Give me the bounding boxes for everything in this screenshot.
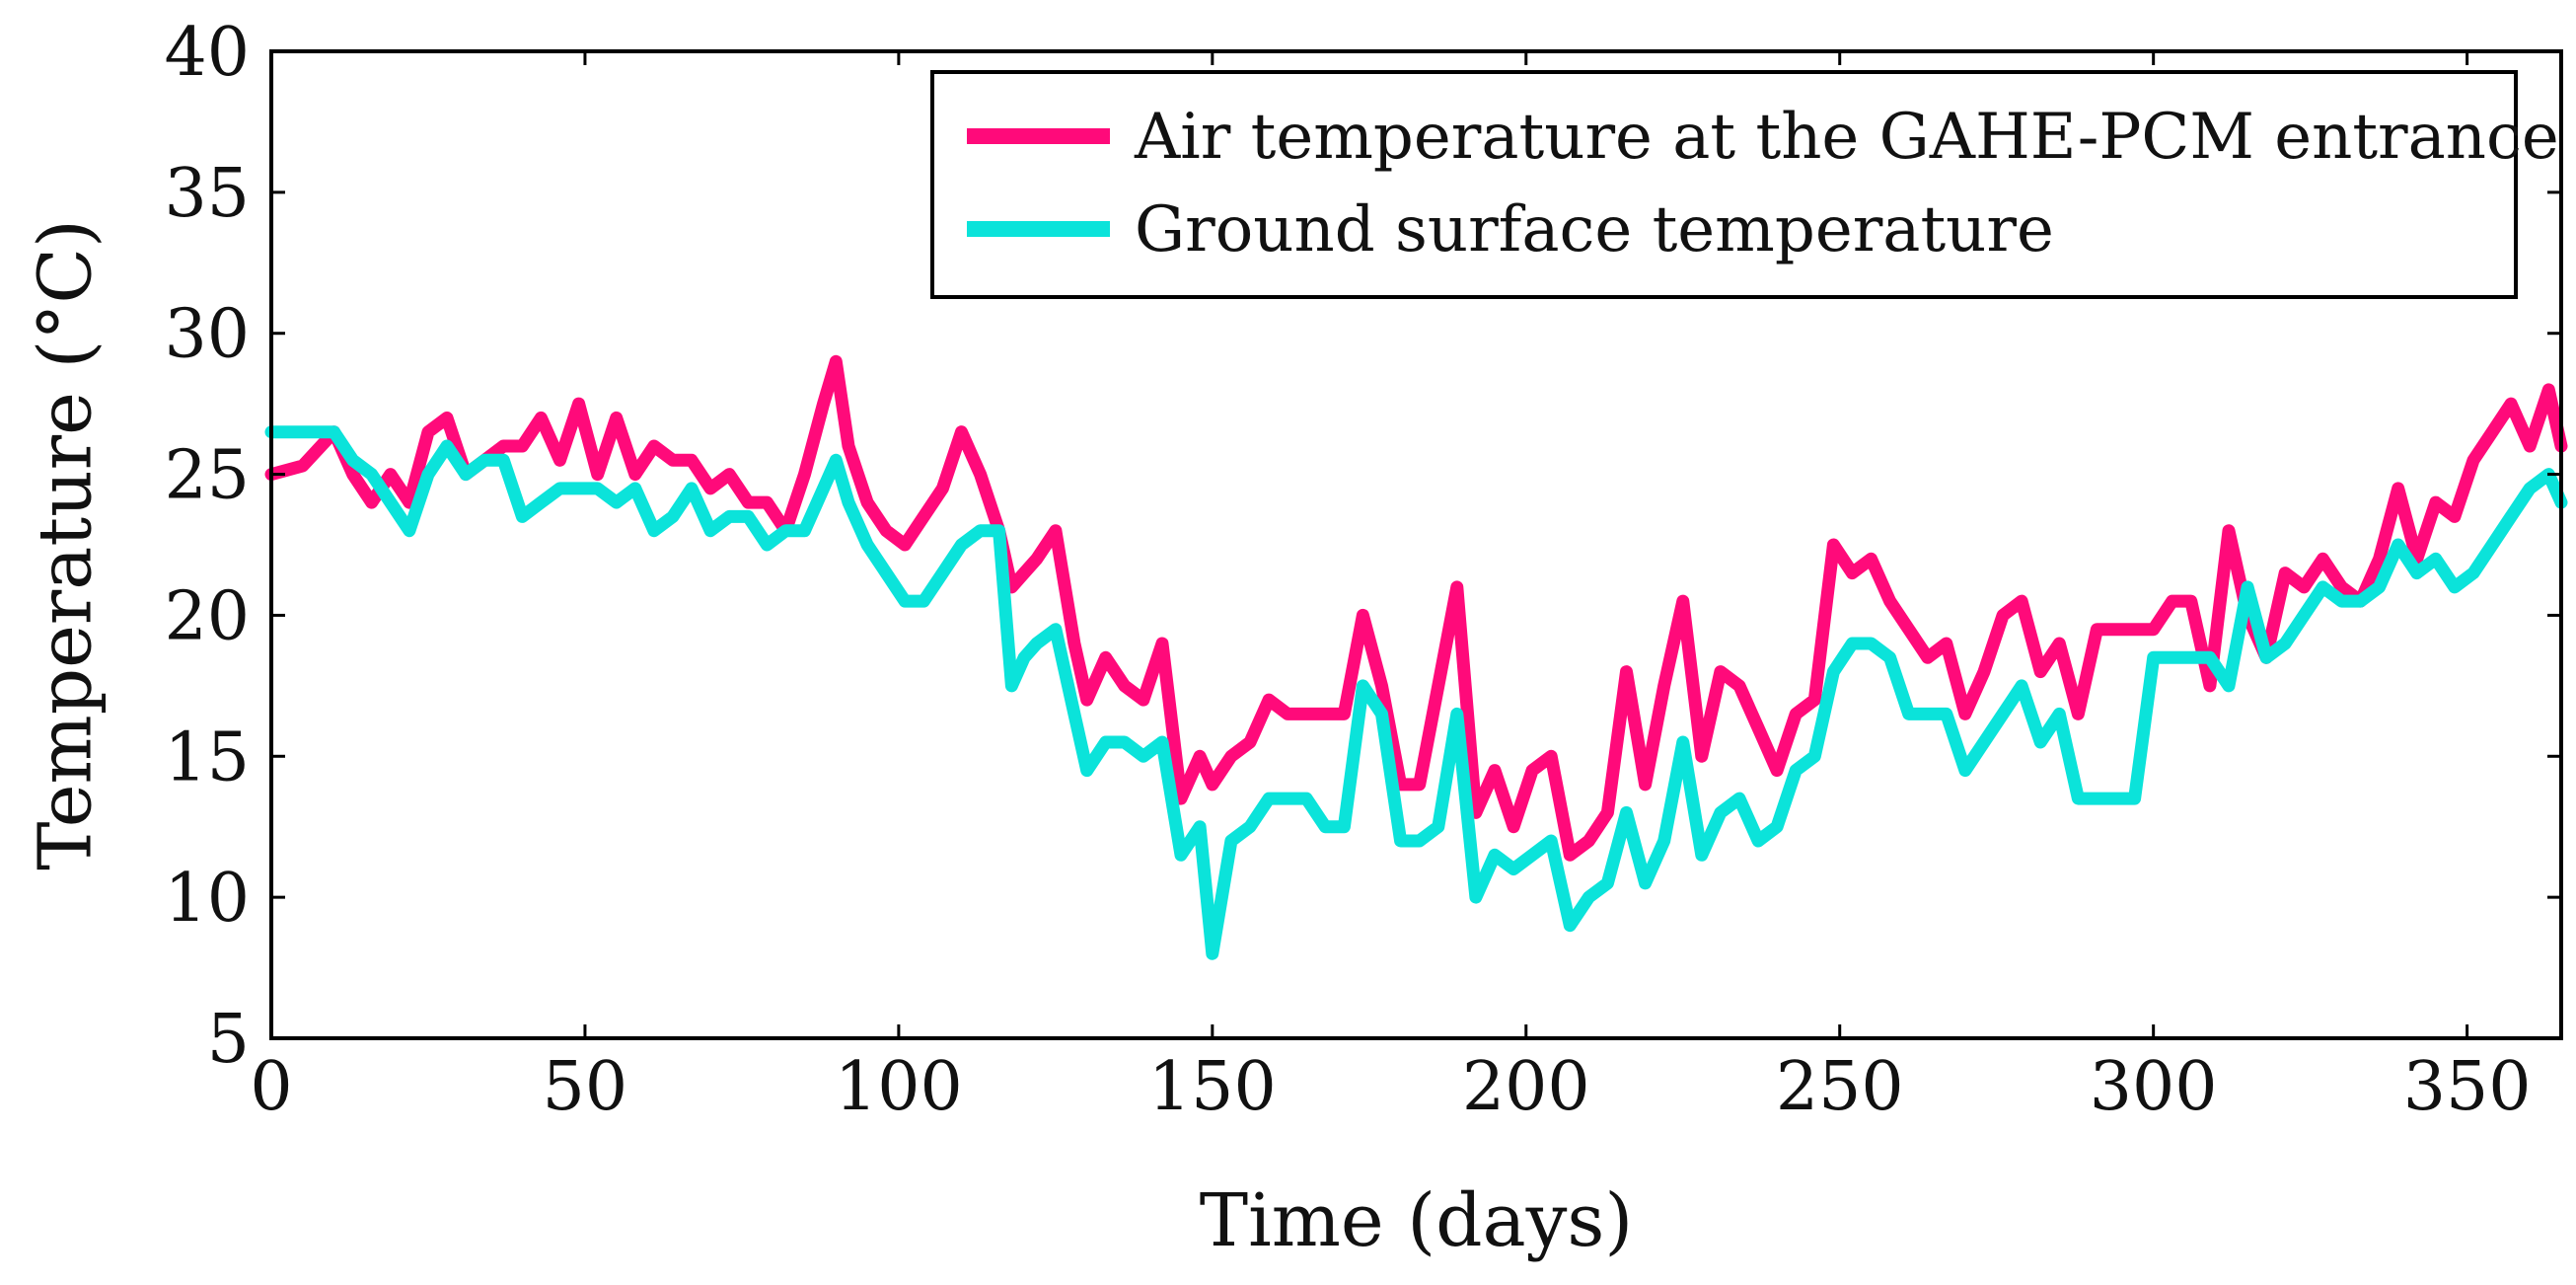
y-tick-label: 15 — [164, 718, 250, 796]
x-tick-label: 200 — [1462, 1048, 1590, 1126]
legend-label-air-temperature: Air temperature at the GAHE-PCM entrance — [1134, 101, 2559, 174]
x-tick-label: 250 — [1776, 1048, 1904, 1126]
y-tick-label: 25 — [164, 437, 250, 515]
legend-box — [930, 70, 2518, 299]
y-tick-label: 35 — [164, 155, 250, 233]
x-tick-label: 50 — [543, 1048, 628, 1126]
legend-label-ground-temperature: Ground surface temperature — [1135, 193, 2054, 266]
x-tick-label: 350 — [2403, 1048, 2532, 1126]
series-lines — [264, 354, 2568, 960]
y-axis-title: Temperature (°C) — [23, 219, 108, 870]
y-tick-label: 20 — [164, 577, 250, 655]
x-axis-title: Time (days) — [1200, 1178, 1634, 1263]
x-tick-label: 0 — [250, 1048, 292, 1126]
y-tick-label: 30 — [164, 296, 250, 374]
axis-ticks: 0 50 100 150 200 250 300 350 5 10 15 20 25 30 35 40 — [164, 14, 2561, 1126]
y-tick-label: 10 — [164, 860, 250, 938]
x-tick-label: 150 — [1148, 1048, 1277, 1126]
plot-frame — [269, 49, 2563, 1040]
y-tick-label: 40 — [164, 14, 250, 92]
y-tick-label: 5 — [207, 1001, 250, 1079]
legend: Air temperature at the GAHE-PCM entrance… — [930, 70, 2559, 299]
x-tick-label: 300 — [2090, 1048, 2218, 1126]
series-line-air-temperature — [264, 354, 2568, 862]
x-tick-label: 100 — [835, 1048, 963, 1126]
series-line-ground-temperature — [264, 425, 2568, 960]
